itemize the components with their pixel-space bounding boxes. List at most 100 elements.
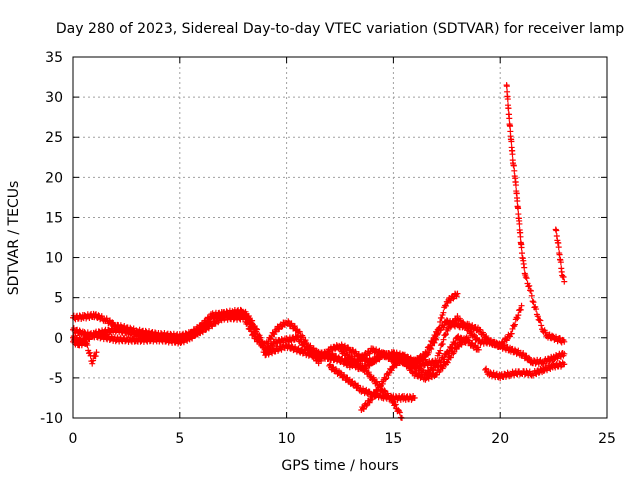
data-point: [436, 350, 443, 357]
data-point: [525, 283, 532, 290]
data-point: [553, 227, 560, 234]
data-point: [383, 351, 390, 358]
data-point: [429, 338, 436, 345]
data-point: [409, 359, 416, 366]
data-point: [92, 353, 99, 360]
data-point: [262, 344, 269, 351]
data-point: [510, 162, 517, 169]
data-point: [351, 380, 358, 387]
data-point: [453, 293, 460, 300]
data-point: [527, 287, 534, 294]
data-point: [349, 363, 356, 370]
data-point: [537, 317, 544, 324]
data-point: [454, 290, 461, 297]
y-tick-label: -10: [40, 411, 63, 427]
x-tick-label: 5: [175, 431, 184, 447]
data-point: [521, 264, 528, 271]
data-point: [433, 362, 440, 369]
data-point: [561, 361, 568, 368]
data-point: [440, 309, 447, 316]
data-point: [84, 342, 91, 349]
data-point: [366, 362, 373, 369]
data-point: [365, 369, 372, 376]
x-axis-label: GPS time / hours: [281, 458, 398, 474]
x-tick-label: 15: [384, 431, 402, 447]
series-track-h: [390, 334, 472, 383]
data-point: [511, 321, 518, 328]
y-tick-label: 25: [45, 130, 63, 146]
data-point: [509, 151, 516, 158]
data-point: [561, 350, 568, 357]
data-point: [455, 343, 462, 350]
y-tick-label: 20: [45, 170, 63, 186]
y-axis-label: SDTVAR / TECUs: [6, 181, 22, 296]
y-tick-label: 10: [45, 251, 63, 267]
data-point: [515, 312, 522, 319]
data-point: [515, 205, 522, 212]
data-point: [522, 274, 529, 281]
data-point: [444, 359, 451, 366]
data-point: [528, 292, 535, 299]
data-point: [535, 369, 542, 376]
series-track-i: [482, 359, 568, 382]
data-point: [110, 319, 117, 326]
data-point: [383, 375, 390, 382]
data-point: [530, 299, 537, 306]
data-point: [392, 401, 399, 408]
data-point: [447, 354, 454, 361]
data-point: [442, 331, 449, 338]
data-point: [396, 409, 403, 416]
data-point: [511, 167, 518, 174]
data-point: [504, 96, 511, 103]
data-point: [465, 334, 472, 341]
data-point: [507, 123, 514, 130]
data-point: [493, 339, 500, 346]
data-point: [244, 321, 251, 328]
data-point: [538, 322, 545, 329]
data-point: [497, 344, 504, 351]
data-point: [411, 394, 418, 401]
data-point: [444, 327, 451, 334]
chart-title: Day 280 of 2023, Sidereal Day-to-day VTE…: [56, 21, 624, 37]
data-point: [475, 346, 482, 353]
data-point: [518, 302, 525, 309]
axis-ticks: 0 5 10 15 20 25 -10 -5 0 5 10 15 20 25 30 35: [40, 50, 616, 447]
data-point: [90, 357, 97, 364]
data-point: [542, 329, 549, 336]
data-point: [512, 182, 519, 189]
data-point: [514, 315, 521, 322]
data-point: [387, 394, 394, 401]
data-point: [505, 105, 512, 112]
data-point: [508, 138, 515, 145]
data-point: [555, 244, 562, 251]
y-tick-label: 0: [54, 331, 63, 347]
data-point: [418, 355, 425, 362]
data-point: [483, 333, 490, 340]
data-point: [561, 278, 568, 285]
data-point: [503, 83, 510, 90]
data-point: [517, 233, 524, 240]
y-tick-label: 35: [45, 50, 63, 66]
data-point: [440, 336, 447, 343]
data-point: [520, 350, 527, 357]
series-track-d: [70, 337, 100, 367]
data-point: [381, 387, 388, 394]
data-point: [371, 393, 378, 400]
plot-frame: [72, 56, 608, 419]
y-tick-label: 30: [45, 90, 63, 106]
data-point: [382, 376, 389, 383]
data-point: [518, 244, 525, 251]
data-point: [241, 314, 248, 321]
series-track-j: [503, 82, 568, 346]
data-point: [517, 306, 524, 313]
x-tick-label: 25: [598, 431, 616, 447]
data-point: [95, 312, 102, 319]
data-point: [557, 259, 564, 266]
data-point: [363, 402, 370, 409]
data-point: [525, 354, 532, 361]
data-point: [561, 338, 568, 345]
data-point: [351, 355, 358, 362]
y-tick-label: 15: [45, 210, 63, 226]
data-point: [438, 314, 445, 321]
